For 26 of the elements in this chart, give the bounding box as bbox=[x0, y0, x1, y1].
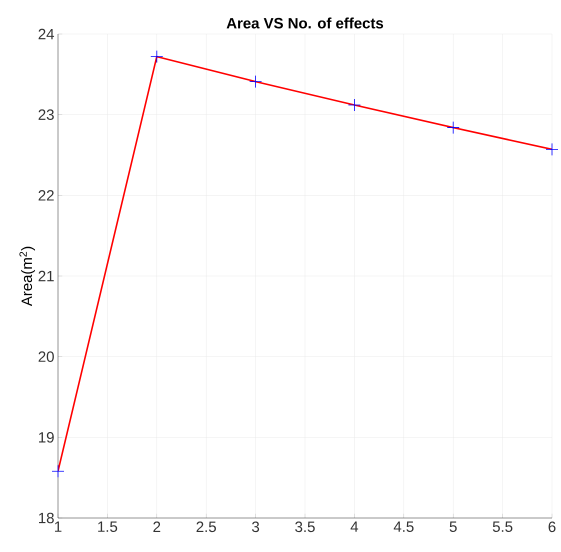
point bbox=[446, 121, 460, 134]
x-tick-label: 4.5 bbox=[394, 522, 414, 532]
y-tick-label: 20 bbox=[38, 351, 54, 362]
y-tick-label: 24 bbox=[38, 28, 54, 40]
chart-title: Area VS No. of effects bbox=[226, 18, 384, 28]
x-tick-label: 1.5 bbox=[98, 522, 118, 532]
y-tick-label: 23 bbox=[38, 109, 54, 120]
y-axis-title: Area(m$^{2}$) bbox=[19, 246, 36, 306]
y-tick-label: 22 bbox=[38, 190, 54, 201]
x-tick-label: 5.5 bbox=[492, 522, 512, 532]
x-tick-label: 3.5 bbox=[295, 522, 315, 532]
y-tick-label: 18 bbox=[39, 512, 54, 524]
x-tick-label: 4 bbox=[350, 522, 358, 532]
point bbox=[348, 98, 361, 112]
x-tick-label: 3 bbox=[252, 522, 260, 532]
x-tick-label: 2 bbox=[153, 522, 160, 532]
y-tick-label: 21 bbox=[38, 270, 54, 282]
x-tick-label: 1 bbox=[54, 522, 62, 532]
x-tick-label: 2.5 bbox=[196, 522, 216, 532]
y-tick-label: 19 bbox=[39, 432, 54, 443]
point bbox=[249, 75, 262, 88]
point bbox=[546, 142, 558, 156]
x-tick-label: 5 bbox=[450, 522, 457, 532]
point bbox=[52, 464, 64, 478]
point bbox=[150, 50, 164, 63]
x-tick-label: 6 bbox=[548, 522, 556, 532]
